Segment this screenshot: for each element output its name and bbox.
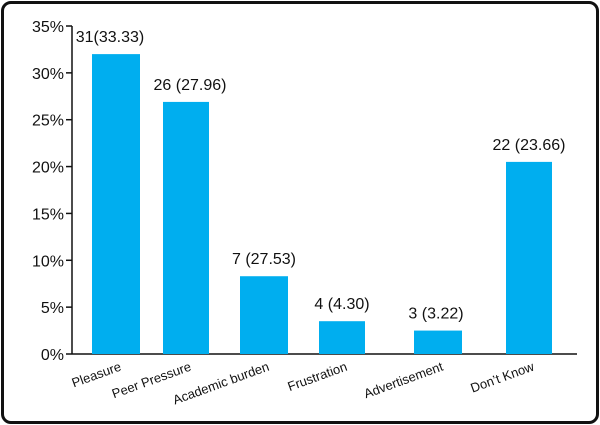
data-label: 3 (3.22): [408, 306, 463, 323]
y-tick-label: 30%: [32, 66, 64, 83]
bar: [163, 101, 209, 354]
y-tick-label: 0%: [41, 347, 64, 364]
bars: [92, 54, 552, 354]
category-label: Frustration: [286, 359, 350, 394]
data-label: 4 (4.30): [314, 296, 369, 313]
y-tick-label: 5%: [41, 300, 64, 317]
bar: [319, 321, 365, 354]
category-label: Don’t Know: [468, 359, 536, 396]
bar: [414, 330, 462, 354]
y-tick-label: 25%: [32, 113, 64, 130]
y-tick-label: 35%: [32, 19, 64, 36]
data-label: 22 (23.66): [493, 137, 566, 154]
data-label: 7 (27.53): [232, 251, 296, 268]
y-ticks: 0% 5% 10% 15% 20% 25% 30% 35%: [32, 19, 72, 364]
bar: [92, 54, 140, 354]
bar: [240, 276, 288, 354]
y-tick-label: 15%: [32, 206, 64, 223]
data-label: 26 (27.96): [154, 77, 227, 94]
category-label: Advertisement: [362, 359, 446, 402]
bar: [506, 161, 552, 354]
data-label: 31(33.33): [76, 29, 145, 46]
y-tick-label: 10%: [32, 253, 64, 270]
y-tick-label: 20%: [32, 160, 64, 177]
data-labels: 31(33.33) 26 (27.96) 7 (27.53) 4 (4.30) 3 (3…: [76, 29, 566, 322]
